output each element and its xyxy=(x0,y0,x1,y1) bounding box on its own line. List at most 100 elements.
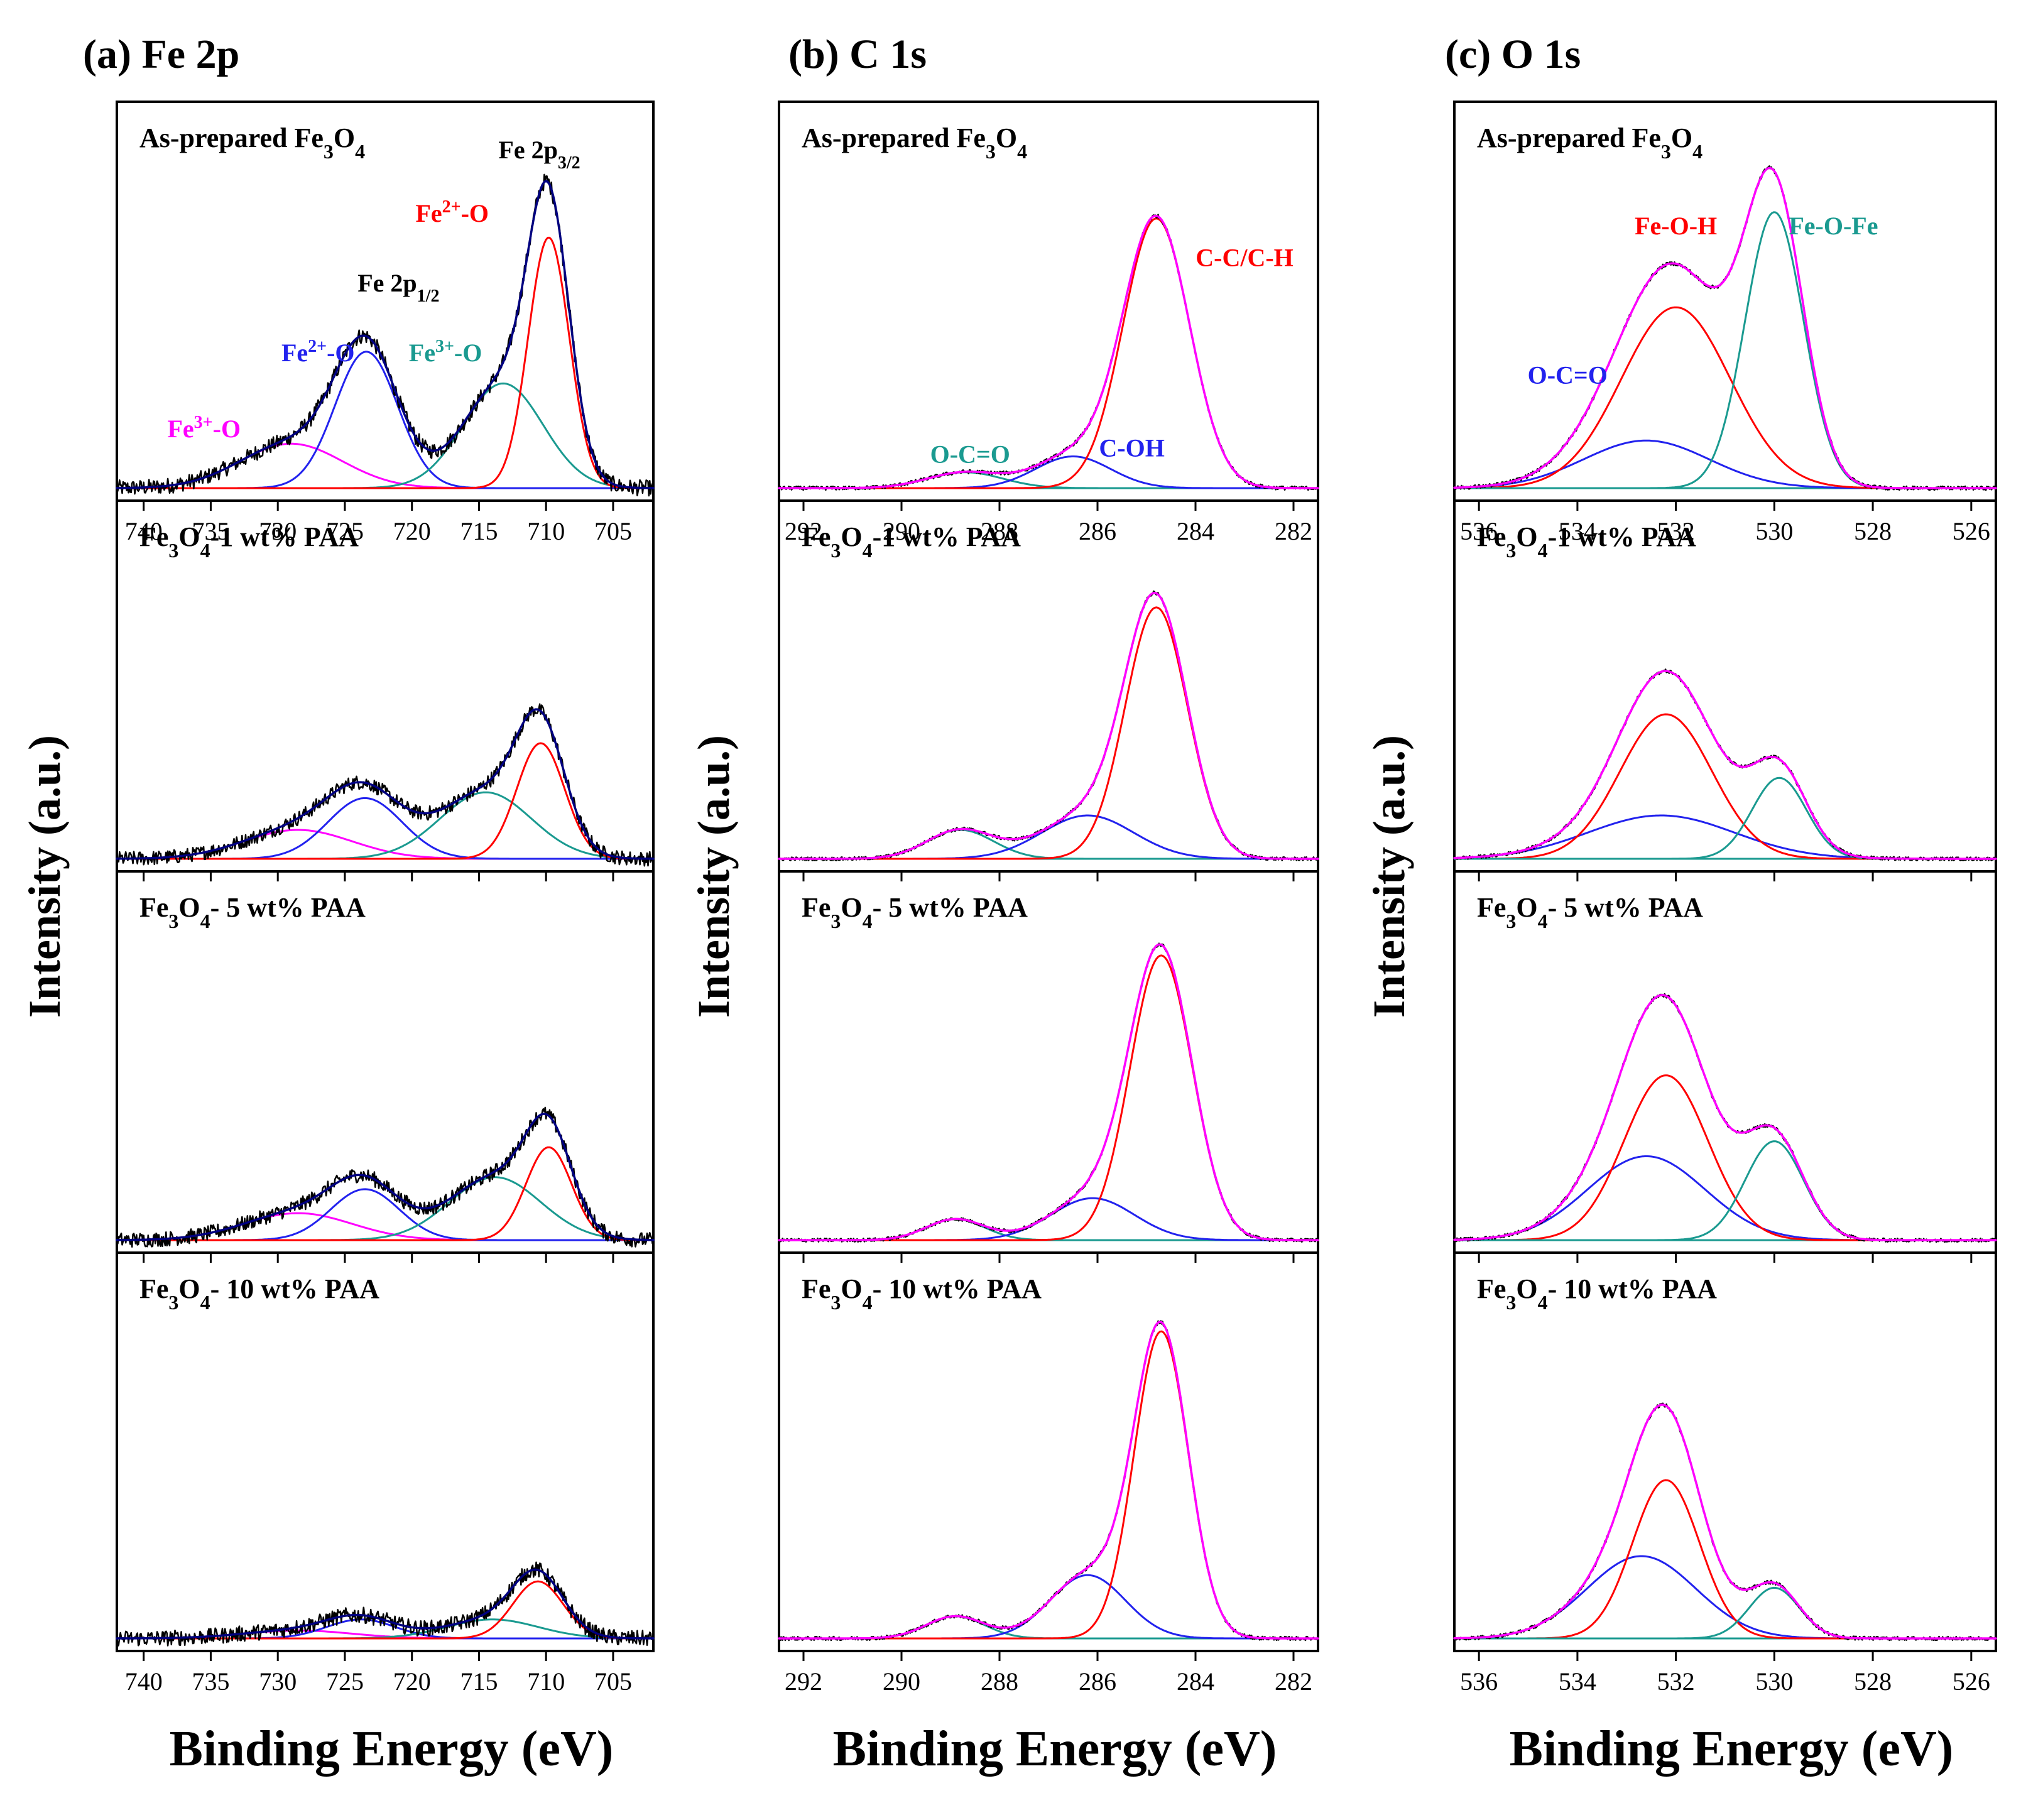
panel-title-o-1s: (c) O 1s xyxy=(1445,31,1581,77)
component-peak-fe2-o xyxy=(116,236,655,489)
y-axis-label-c-1s: Intensity (a.u.) xyxy=(689,735,739,1018)
fit-envelope xyxy=(1453,994,1997,1241)
fit-envelope xyxy=(1453,1403,1997,1640)
component-peak-fe2-o xyxy=(116,742,655,860)
x-tick-label: 536 xyxy=(1460,517,1498,545)
sample-label: Fe3O4-1 wt% PAA xyxy=(802,521,1021,562)
y-axis-label-o-1s: Intensity (a.u.) xyxy=(1364,735,1414,1018)
component-peak-fe3-o xyxy=(116,382,655,489)
peak-annotation: O-C=O xyxy=(930,440,1010,469)
component-peak-o-c-o xyxy=(778,1615,1319,1640)
row-c-1s-4: 292 290 288 286 284 282 Fe3O4- 10 wt% PAA xyxy=(778,1251,1319,1696)
x-tick-label: 528 xyxy=(1854,517,1892,545)
component-peak-fe2-o xyxy=(116,1146,655,1241)
raw-spectrum xyxy=(116,1106,655,1248)
component-peak-c-oh xyxy=(778,1574,1319,1640)
fit-envelope xyxy=(778,943,1319,1241)
x-tick-label: 720 xyxy=(393,517,431,545)
raw-spectrum xyxy=(1453,993,1997,1243)
x-tick-label: 730 xyxy=(259,517,297,545)
fit-envelope xyxy=(116,1113,655,1241)
panel-fe-2p: (a) Fe 2p Intensity (a.u.) Binding Energy … xyxy=(19,31,655,1777)
x-tick-label: 534 xyxy=(1559,517,1596,545)
sample-label: Fe3O4- 5 wt% PAA xyxy=(802,892,1028,932)
fit-envelope xyxy=(778,591,1319,860)
x-tick-label: 532 xyxy=(1657,1667,1695,1696)
peak-annotation: Fe 2p3/2 xyxy=(498,136,580,172)
x-tick-label: 740 xyxy=(125,517,163,545)
component-peak-c-oh xyxy=(778,1197,1319,1241)
fit-envelope xyxy=(116,708,655,860)
x-tick-label: 740 xyxy=(125,1667,163,1696)
component-peak-fe-o-h xyxy=(1453,306,1997,489)
sample-label: As-prepared Fe3O4 xyxy=(139,123,365,163)
component-peak-o-c-o xyxy=(1453,1155,1997,1241)
row-c-1s-1: 292 290 288 286 284 282 As-prepared Fe3O4 C-C/C… xyxy=(778,123,1319,545)
plot-frame-c-1s xyxy=(778,101,1319,1652)
row-fe-2p-1: 740 735 730 725 720 715 710 705 As-prepared Fe3O… xyxy=(116,123,655,545)
row-fe-2p-4: 740 735 730 725 720 715 710 705 Fe3O4- 10 wt% PA… xyxy=(116,1251,655,1696)
component-peak-fe-o-fe xyxy=(1453,211,1997,489)
fit-envelope xyxy=(778,1321,1319,1640)
fit-envelope xyxy=(778,214,1319,489)
x-tick-label: 715 xyxy=(460,1667,498,1696)
fit-envelope xyxy=(116,180,655,489)
x-tick-label: 284 xyxy=(1177,1667,1214,1696)
x-tick-label: 292 xyxy=(785,1667,822,1696)
x-tick-label: 288 xyxy=(981,1667,1018,1696)
fit-envelope xyxy=(1453,670,1997,860)
fit-envelope xyxy=(1453,166,1997,489)
peak-annotation: Fe2+-O xyxy=(415,197,489,227)
x-tick-label: 286 xyxy=(1079,517,1116,545)
x-tick-label: 720 xyxy=(393,1667,431,1696)
component-peak-o-c-o xyxy=(778,1218,1319,1241)
x-tick-label: 532 xyxy=(1657,517,1695,545)
row-o-1s-3: Fe3O4- 5 wt% PAA xyxy=(1453,870,1997,1263)
row-o-1s-2: Fe3O4-1 wt% PAA xyxy=(1453,499,1997,881)
panel-c-1s: (b) C 1s Intensity (a.u.) Binding Energy (… xyxy=(689,31,1319,1777)
x-axis-label-c-1s: Binding Energy (eV) xyxy=(833,1721,1277,1777)
component-peak-c-c-c-h xyxy=(778,954,1319,1241)
x-tick-label: 735 xyxy=(192,517,229,545)
component-peak-o-c-o xyxy=(1453,814,1997,860)
panel-o-1s: (c) O 1s Intensity (a.u.) Binding Energy (… xyxy=(1364,31,1997,1777)
panel-title-fe-2p: (a) Fe 2p xyxy=(83,31,239,77)
component-peak-fe2-o xyxy=(116,797,655,860)
x-tick-label: 284 xyxy=(1177,517,1214,545)
x-tick-label: 290 xyxy=(883,1667,920,1696)
row-fe-2p-2: Fe3O4-1 wt% PAA xyxy=(116,499,655,881)
x-tick-label: 288 xyxy=(981,517,1018,545)
x-tick-label: 528 xyxy=(1854,1667,1892,1696)
sample-label: As-prepared Fe3O4 xyxy=(1477,123,1702,163)
x-tick-label: 534 xyxy=(1559,1667,1596,1696)
x-tick-label: 526 xyxy=(1953,1667,1990,1696)
x-tick-label: 282 xyxy=(1275,517,1312,545)
x-tick-label: 292 xyxy=(785,517,822,545)
peak-annotation: Fe-O-H xyxy=(1635,212,1717,240)
fit-envelope xyxy=(116,1568,655,1640)
component-peak-c-c-c-h xyxy=(778,606,1319,860)
plot-frame-fe-2p xyxy=(116,101,655,1652)
component-peak-fe-o-h xyxy=(1453,713,1997,860)
peak-annotation: Fe 2p1/2 xyxy=(357,269,439,306)
peak-annotation: Fe3+-O xyxy=(167,413,241,444)
raw-spectrum xyxy=(778,590,1319,861)
x-tick-label: 735 xyxy=(192,1667,229,1696)
x-tick-label: 715 xyxy=(460,517,498,545)
peak-annotation: Fe3+-O xyxy=(409,337,482,368)
peak-annotation: O-C=O xyxy=(1528,361,1608,389)
x-tick-label: 705 xyxy=(594,1667,632,1696)
x-tick-label: 730 xyxy=(259,1667,297,1696)
raw-spectrum xyxy=(1453,668,1997,861)
sample-label: Fe3O4- 5 wt% PAA xyxy=(139,892,366,932)
row-o-1s-1: 536 534 532 530 528 526 As-prepared Fe3O4 Fe-O-… xyxy=(1453,123,1997,545)
x-tick-label: 286 xyxy=(1079,1667,1116,1696)
raw-spectrum xyxy=(1453,165,1997,491)
row-o-1s-4: 536 534 532 530 528 526 Fe3O4- 10 wt% PAA xyxy=(1453,1251,1997,1696)
sample-label: As-prepared Fe3O4 xyxy=(802,123,1027,163)
sample-label: Fe3O4- 10 wt% PAA xyxy=(802,1273,1042,1314)
sample-label: Fe3O4- 10 wt% PAA xyxy=(1477,1273,1717,1314)
x-tick-label: 282 xyxy=(1275,1667,1312,1696)
x-tick-label: 710 xyxy=(527,1667,565,1696)
component-peak-c-c-c-h xyxy=(778,1330,1319,1640)
